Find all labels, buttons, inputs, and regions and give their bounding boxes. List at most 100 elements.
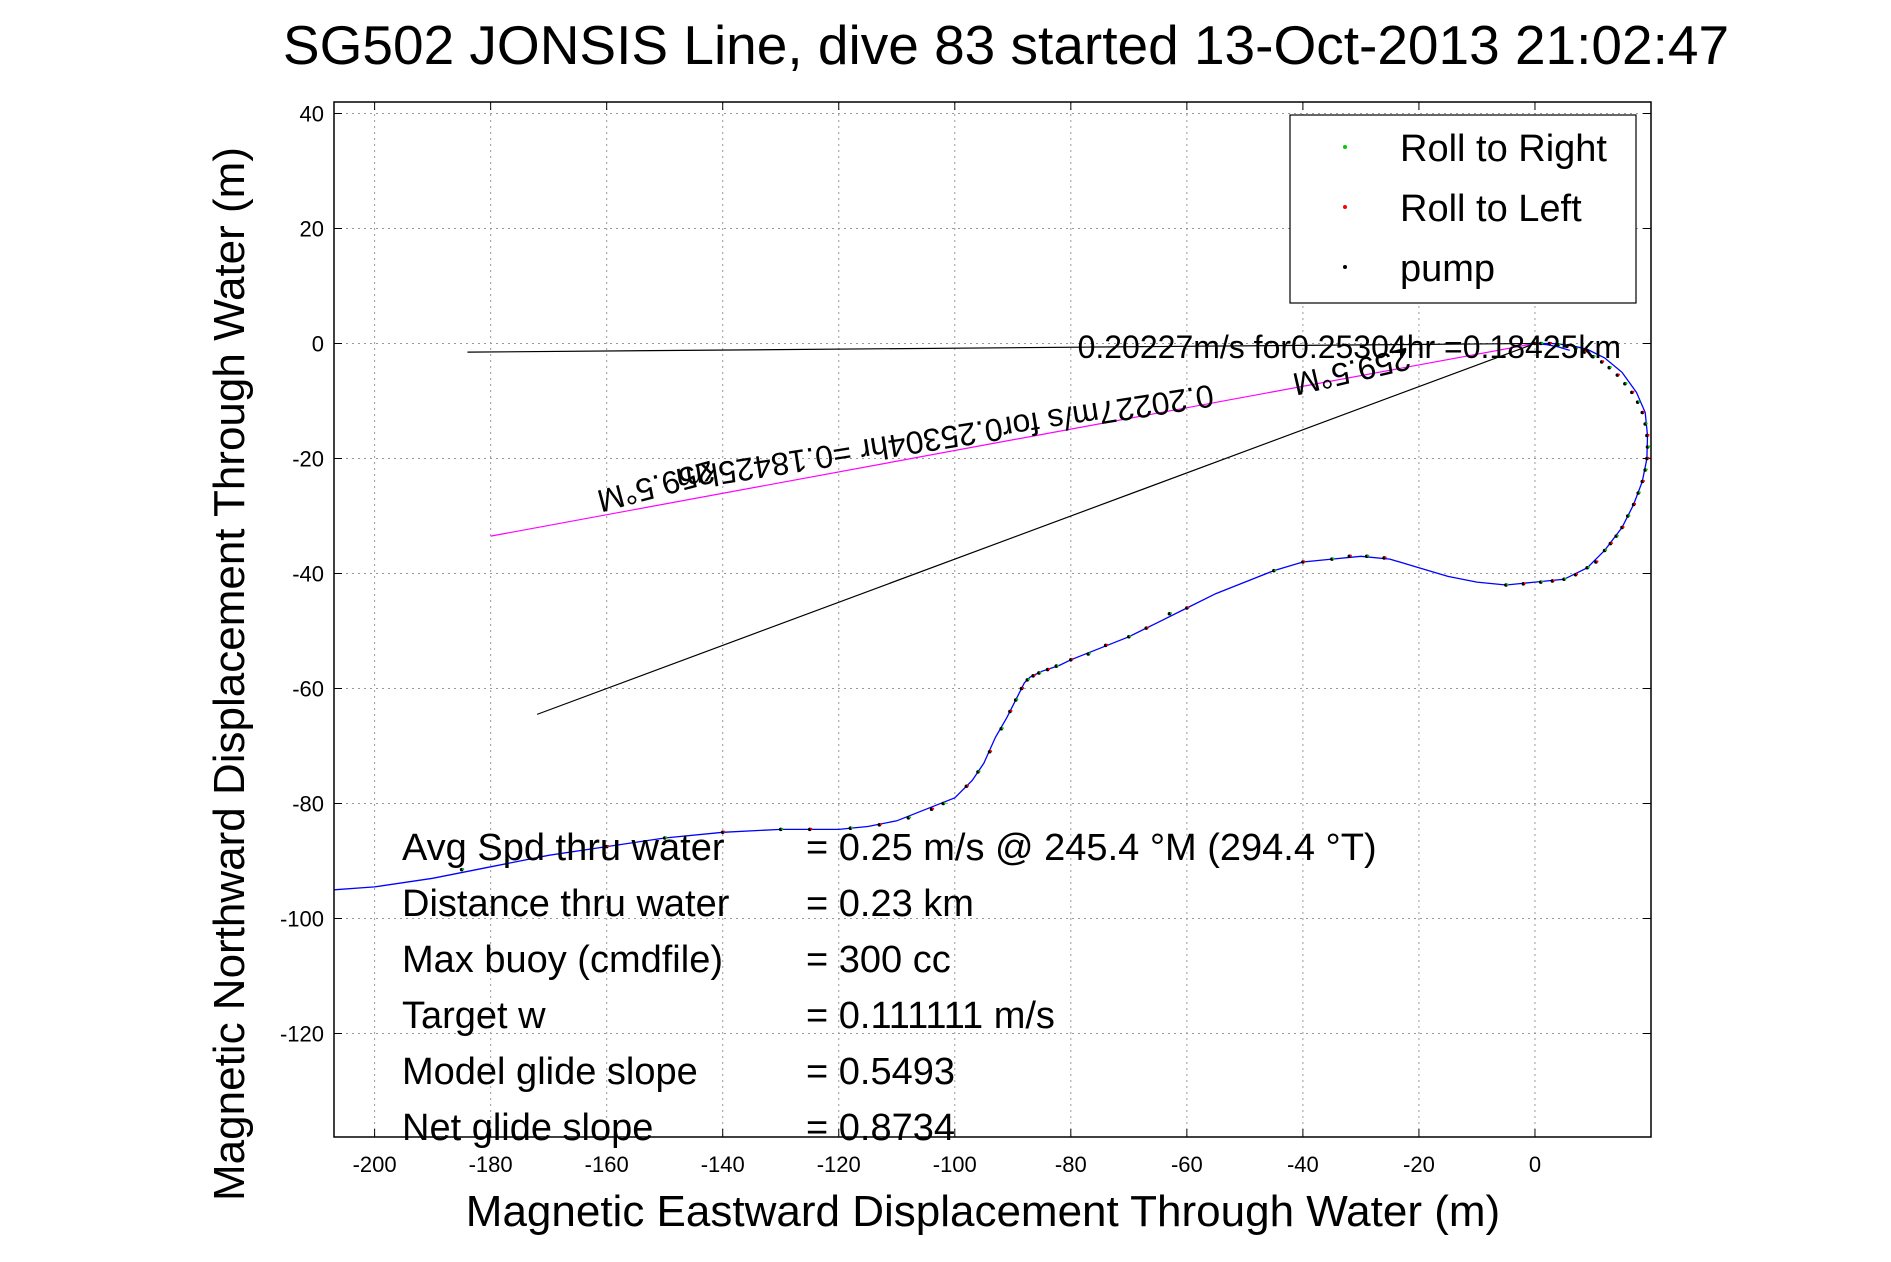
roll-point — [1187, 606, 1190, 609]
y-tick-label: 40 — [300, 102, 324, 127]
rotated-annotation: 0.20227m/s for0.25304hr =0.18425km — [674, 377, 1216, 498]
roll-point — [1604, 548, 1608, 552]
roll-point — [1349, 554, 1352, 557]
roll-point — [462, 868, 465, 871]
roll-point — [1303, 560, 1306, 563]
roll-point — [978, 770, 981, 773]
y-tick-label: 0 — [312, 332, 324, 357]
stat-label: Distance thru water — [402, 883, 730, 925]
roll-point — [1602, 360, 1605, 363]
roll-point — [1633, 502, 1637, 506]
roll-point — [1642, 410, 1645, 414]
x-tick-label: -60 — [1171, 1152, 1203, 1177]
roll-point — [1384, 556, 1387, 559]
roll-point — [1549, 341, 1553, 345]
y-tick-label: -120 — [280, 1022, 324, 1047]
x-tick-label: -40 — [1287, 1152, 1319, 1177]
stat-value: = 0.23 km — [806, 883, 974, 925]
roll-point — [1617, 373, 1620, 376]
roll-point — [1033, 674, 1036, 677]
legend-marker — [1343, 145, 1347, 149]
net-displacement-line — [536, 342, 1536, 715]
roll-point — [1647, 456, 1650, 460]
x-tick-label: -100 — [933, 1152, 977, 1177]
roll-point — [1523, 582, 1526, 585]
roll-point — [1642, 479, 1645, 483]
roll-point — [1169, 612, 1173, 615]
roll-point — [1021, 686, 1025, 690]
x-tick-label: -120 — [817, 1152, 861, 1177]
roll-point — [879, 823, 882, 826]
x-tick-labels: -200 -180 -160 -140 -120 -100 -80 -60 -40 -20 0 — [353, 1152, 1542, 1177]
rotated-annotation: 0.20227m/s for0.25304hr =0.18425km — [1078, 329, 1621, 365]
stat-label: Net glide slope — [402, 1107, 653, 1149]
roll-point — [1048, 667, 1051, 671]
roll-point — [1071, 658, 1074, 661]
roll-point — [1146, 626, 1149, 629]
roll-point — [1645, 422, 1648, 425]
roll-point — [1506, 583, 1509, 586]
roll-point — [1567, 344, 1570, 347]
roll-point — [989, 750, 993, 753]
roll-point — [1541, 341, 1544, 345]
stat-value: = 0.25 m/s @ 245.4 °M (294.4 °T) — [806, 827, 1377, 869]
legend-marker — [1343, 205, 1347, 209]
roll-point — [1638, 400, 1641, 403]
x-tick-label: -160 — [585, 1152, 629, 1177]
roll-point — [1535, 341, 1538, 345]
roll-point — [1106, 643, 1109, 646]
legend: Roll to Right Roll to Left pump — [1289, 114, 1637, 304]
roll-point — [1638, 491, 1641, 494]
roll-point — [1628, 514, 1631, 517]
stat-value: = 0.111111 m/s — [806, 995, 1055, 1037]
roll-point — [1647, 433, 1650, 437]
stat-value: = 0.8734 — [806, 1107, 955, 1149]
roll-point — [1610, 542, 1613, 545]
y-tick-label: -100 — [280, 907, 324, 932]
legend-label: Roll to Left — [1400, 188, 1582, 230]
legend-label: pump — [1400, 248, 1495, 290]
roll-point — [943, 801, 946, 805]
roll-point — [1558, 343, 1561, 346]
stat-label: Target w — [402, 995, 546, 1037]
roll-point — [1129, 635, 1132, 638]
roll-point — [1039, 671, 1042, 674]
x-tick-label: -20 — [1403, 1152, 1435, 1177]
roll-point — [1596, 560, 1599, 563]
roll-point — [1001, 727, 1004, 730]
y-tick-label: 20 — [300, 217, 324, 242]
roll-point — [1332, 557, 1335, 560]
roll-point — [1622, 525, 1625, 529]
roll-point — [1575, 347, 1579, 350]
x-tick-label: -80 — [1055, 1152, 1087, 1177]
roll-point — [931, 807, 935, 810]
plot-frame — [333, 101, 1652, 1138]
roll-point — [1632, 390, 1635, 393]
legend-box — [1289, 114, 1637, 304]
track-layer — [333, 341, 1651, 891]
roll-point — [1552, 579, 1555, 582]
roll-point — [1027, 678, 1030, 681]
heading-line-magenta — [490, 342, 1536, 537]
y-tick-label: -60 — [292, 677, 324, 702]
rotated-annotations: 259.5°M0.20227m/s for0.25304hr =0.18425k… — [594, 329, 1621, 519]
y-tick-label: -80 — [292, 792, 324, 817]
y-tick-label: -20 — [292, 447, 324, 472]
roll-point — [1584, 350, 1587, 353]
roll-point — [665, 836, 668, 839]
y-tick-label: -40 — [292, 562, 324, 587]
roll-point — [966, 784, 969, 787]
roll-point — [1367, 554, 1370, 557]
stat-value: = 300 cc — [806, 939, 951, 981]
roll-point — [908, 816, 911, 819]
legend-marker — [1343, 265, 1347, 269]
roll-point — [1587, 566, 1590, 569]
reference-lines — [467, 342, 1536, 715]
legend-label: Roll to Right — [1400, 128, 1607, 170]
stat-label: Model glide slope — [402, 1051, 698, 1093]
roll-point — [1575, 573, 1579, 576]
roll-point — [1593, 355, 1596, 358]
roll-point — [850, 826, 853, 829]
y-axis-label: Magnetic Northward Displacement Through … — [205, 147, 254, 1201]
roll-point — [1647, 445, 1651, 448]
